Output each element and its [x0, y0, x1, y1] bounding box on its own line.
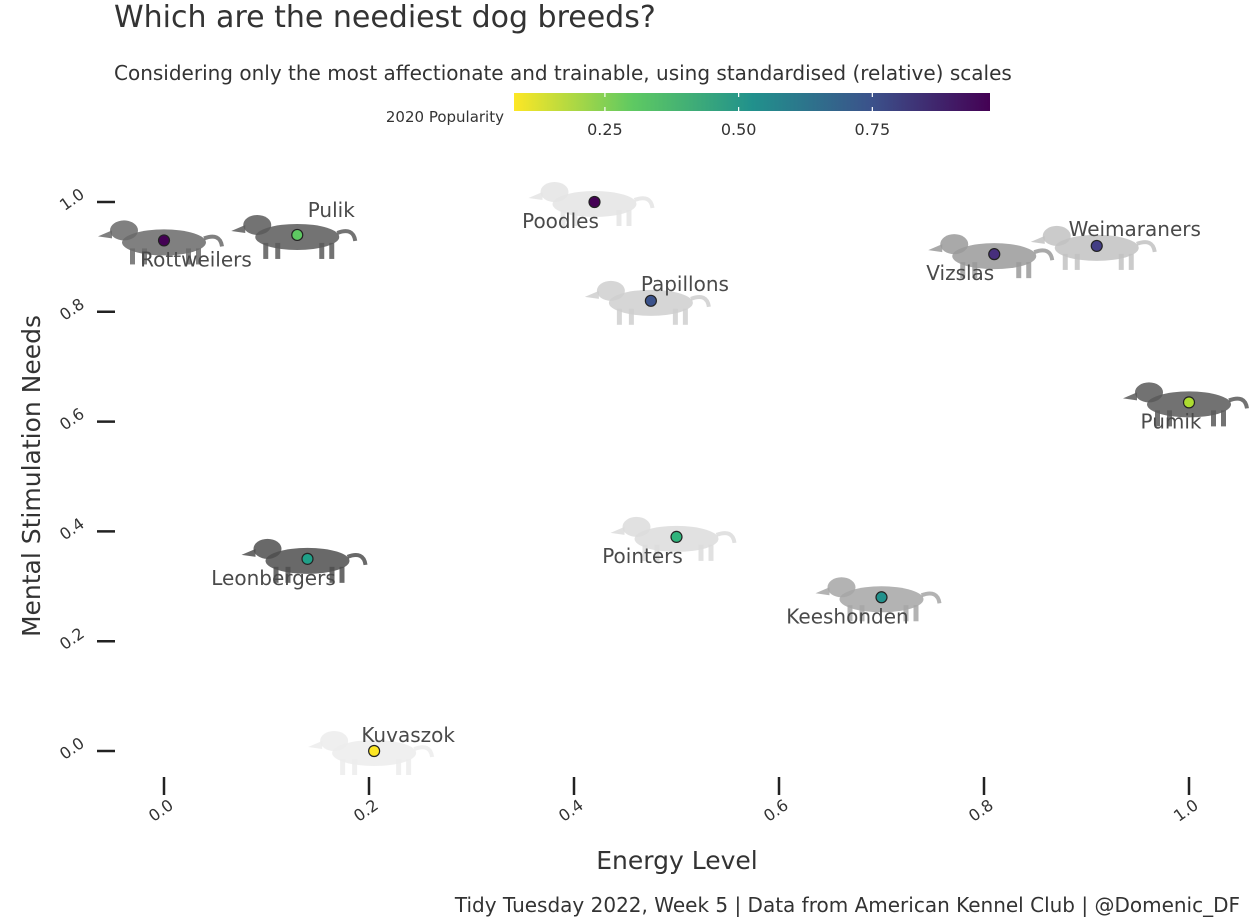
data-point	[988, 248, 1001, 261]
dog-illustrations	[98, 182, 1249, 775]
colorbar-tick-label: 0.75	[855, 120, 891, 139]
point-label: Papillons	[641, 272, 729, 296]
x-tick-label: 1.0	[1170, 795, 1202, 825]
dog-illustration	[928, 234, 1055, 279]
data-points	[157, 195, 1196, 758]
data-point	[670, 530, 683, 543]
legend-title: 2020 Popularity	[386, 108, 504, 126]
y-tick-label: 0.2	[56, 624, 88, 654]
point-label: Pumik	[1140, 409, 1201, 433]
chart-subtitle: Considering only the most affectionate a…	[114, 61, 1012, 85]
x-tick-label: 0.0	[145, 795, 177, 825]
dog-illustration	[610, 516, 737, 561]
chart-title: Which are the neediest dog breeds?	[114, 0, 656, 35]
point-label: Pointers	[602, 544, 683, 568]
point-label: Rottweilers	[140, 247, 252, 271]
colorbar-tick-label: 0.50	[721, 120, 757, 139]
data-point	[1182, 396, 1196, 409]
x-tick-label: 0.4	[555, 795, 587, 825]
data-point	[368, 744, 381, 758]
colorbar-tick-label: 0.25	[587, 120, 623, 139]
data-point	[301, 552, 314, 565]
y-tick-label: 1.0	[56, 184, 88, 214]
x-axis: 0.0 0.2 0.4 0.6 0.8 1.0	[145, 777, 1202, 826]
point-label: Poodles	[522, 209, 599, 233]
x-axis-title: Energy Level	[596, 846, 757, 875]
point-label: Vizslas	[926, 261, 994, 285]
x-tick-label: 0.2	[350, 795, 382, 825]
point-labels: Rottweilers Pulik Poodles Papillons Vizslas W…	[140, 198, 1202, 747]
data-point	[644, 294, 657, 307]
data-point	[875, 591, 888, 604]
y-tick-label: 0.4	[56, 514, 88, 544]
data-point	[1090, 239, 1103, 253]
point-label: Weimaraners	[1069, 217, 1201, 241]
y-axis-title: Mental Stimulation Needs	[17, 315, 46, 637]
colorbar	[514, 93, 990, 111]
point-label: Leonbergers	[211, 566, 336, 590]
y-tick-label: 0.8	[56, 294, 88, 324]
y-tick-label: 0.6	[56, 404, 88, 434]
point-label: Keeshonden	[786, 604, 908, 628]
data-point	[157, 234, 171, 247]
point-label: Pulik	[308, 198, 355, 222]
y-axis: 0.0 0.2 0.4 0.6 0.8 1.0	[56, 184, 115, 764]
x-tick-label: 0.6	[760, 795, 792, 825]
data-point	[588, 195, 601, 209]
chart-caption: Tidy Tuesday 2022, Week 5 | Data from Am…	[454, 893, 1240, 917]
y-tick-label: 0.0	[56, 733, 88, 763]
colorbar-legend: 2020 Popularity 0.25 0.50 0.75	[386, 93, 990, 139]
x-tick-label: 0.8	[965, 795, 997, 825]
data-point	[291, 228, 304, 242]
point-label: Kuvaszok	[361, 723, 455, 747]
